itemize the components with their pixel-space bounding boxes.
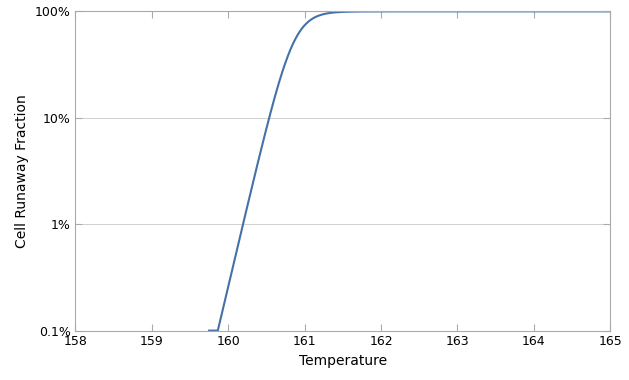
X-axis label: Temperature: Temperature [299, 354, 387, 368]
Y-axis label: Cell Runaway Fraction: Cell Runaway Fraction [15, 94, 29, 248]
